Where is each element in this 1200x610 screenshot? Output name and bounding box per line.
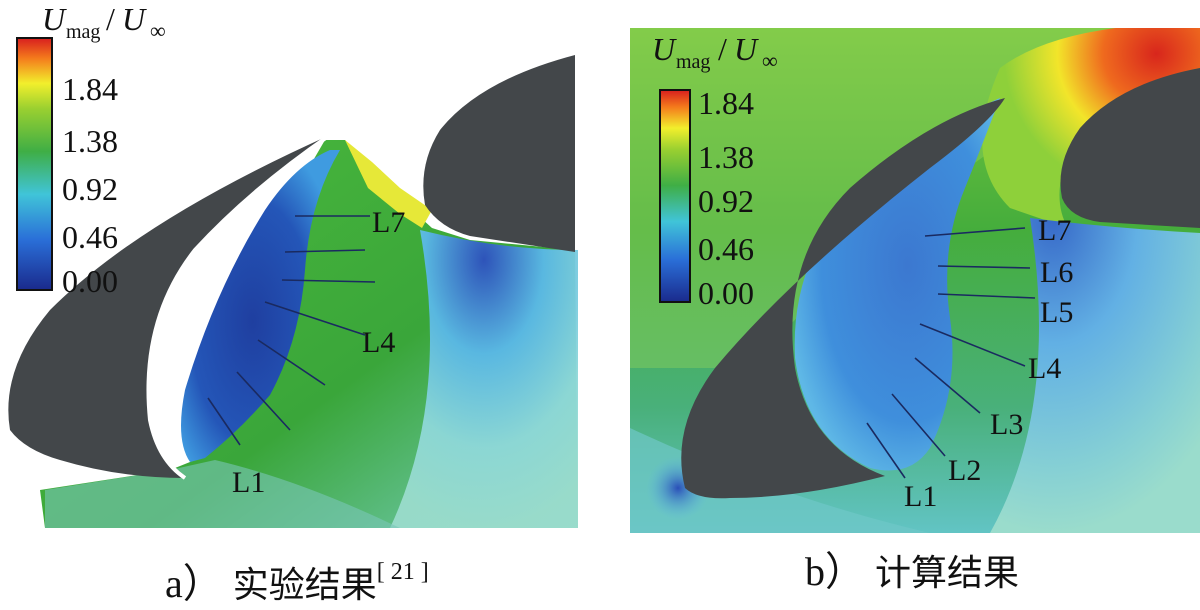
measurement-lines (207, 215, 376, 446)
tick-1: 1.84 (698, 85, 754, 121)
caption-b-text: 计算结果 (875, 553, 1020, 594)
colorbar-title: U (652, 31, 677, 67)
tick-5: 0.00 (62, 263, 118, 299)
tick-1: 1.84 (62, 71, 118, 107)
tick-3: 0.92 (62, 171, 118, 207)
caption-a: a） 实验结果[ 21 ] (165, 548, 429, 610)
colorbar-a: U mag / U ∞ 1.84 1.38 0.92 0.46 0.00 (16, 1, 166, 299)
label-l4: L4 (362, 326, 395, 359)
svg-text:/: / (106, 1, 115, 37)
right-airfoil (1060, 68, 1200, 228)
label-l2: L2 (948, 454, 981, 487)
computation-panel: L7 L6 L5 L4 L3 L2 L1 U mag / U ∞ 1.84 1.… (630, 23, 1200, 533)
colorbar-title: U (42, 1, 67, 37)
label-l5: L5 (1040, 296, 1073, 329)
high-speed-wedge (345, 140, 432, 228)
slot-edge (146, 133, 332, 480)
label-l1: L1 (232, 466, 265, 499)
svg-text:∞: ∞ (762, 48, 778, 73)
experiment-panel: L7 L4 L1 U mag / U ∞ 1.84 1.38 0.92 0.46… (0, 0, 590, 545)
line-l2 (891, 393, 946, 457)
colorbar-scale (659, 89, 691, 303)
line-l1 (866, 422, 906, 479)
experiment-velocity-contour: L7 L4 L1 U mag / U ∞ 1.84 1.38 0.92 0.46… (8, 1, 578, 528)
caption-a-reference: [ 21 ] (376, 559, 429, 585)
svg-text:U: U (122, 1, 147, 37)
colorbar-scale (16, 37, 53, 291)
label-l3: L3 (990, 408, 1023, 441)
measurement-lines (866, 227, 1036, 479)
label-l7: L7 (372, 206, 405, 239)
label-l1: L1 (904, 480, 937, 513)
tick-2: 1.38 (62, 123, 118, 159)
line-l1 (207, 397, 241, 446)
svg-text:U: U (734, 31, 759, 67)
caption-b: b） 计算结果 (805, 548, 1019, 598)
tick-4: 0.46 (698, 231, 754, 267)
lower-flow (45, 460, 400, 528)
tick-2: 1.38 (698, 139, 754, 175)
colorbar-b: U mag / U ∞ 1.84 1.38 0.92 0.46 0.00 (652, 31, 778, 311)
right-airfoil (423, 55, 575, 252)
label-l6: L6 (1040, 256, 1073, 289)
line-l6 (937, 265, 1031, 269)
left-airfoil (681, 98, 1005, 499)
svg-text:mag: mag (676, 51, 710, 73)
left-airfoil (8, 135, 330, 478)
svg-text:mag: mag (66, 21, 100, 43)
wake-region (990, 218, 1200, 533)
caption-b-letter: b） (805, 549, 865, 594)
tick-3: 0.92 (698, 183, 754, 219)
label-l4: L4 (1028, 352, 1061, 385)
tick-5: 0.00 (698, 275, 754, 311)
line-l7 (924, 227, 1026, 237)
caption-a-letter: a） (165, 561, 223, 606)
line-l5 (937, 293, 1036, 299)
line-l4 (264, 301, 366, 336)
label-l7: L7 (1038, 214, 1071, 247)
line-l3 (914, 357, 981, 414)
separation-bubble (794, 98, 1000, 471)
high-speed-jet (982, 23, 1200, 228)
caption-a-text: 实验结果 (232, 565, 377, 606)
wake-region (390, 230, 578, 528)
tick-4: 0.46 (62, 219, 118, 255)
computation-velocity-contour: L7 L6 L5 L4 L3 L2 L1 U mag / U ∞ 1.84 1.… (630, 23, 1200, 533)
separation-bubble (181, 150, 340, 462)
svg-text:/: / (718, 31, 727, 67)
svg-text:∞: ∞ (150, 18, 166, 43)
line-l4 (919, 323, 1026, 367)
